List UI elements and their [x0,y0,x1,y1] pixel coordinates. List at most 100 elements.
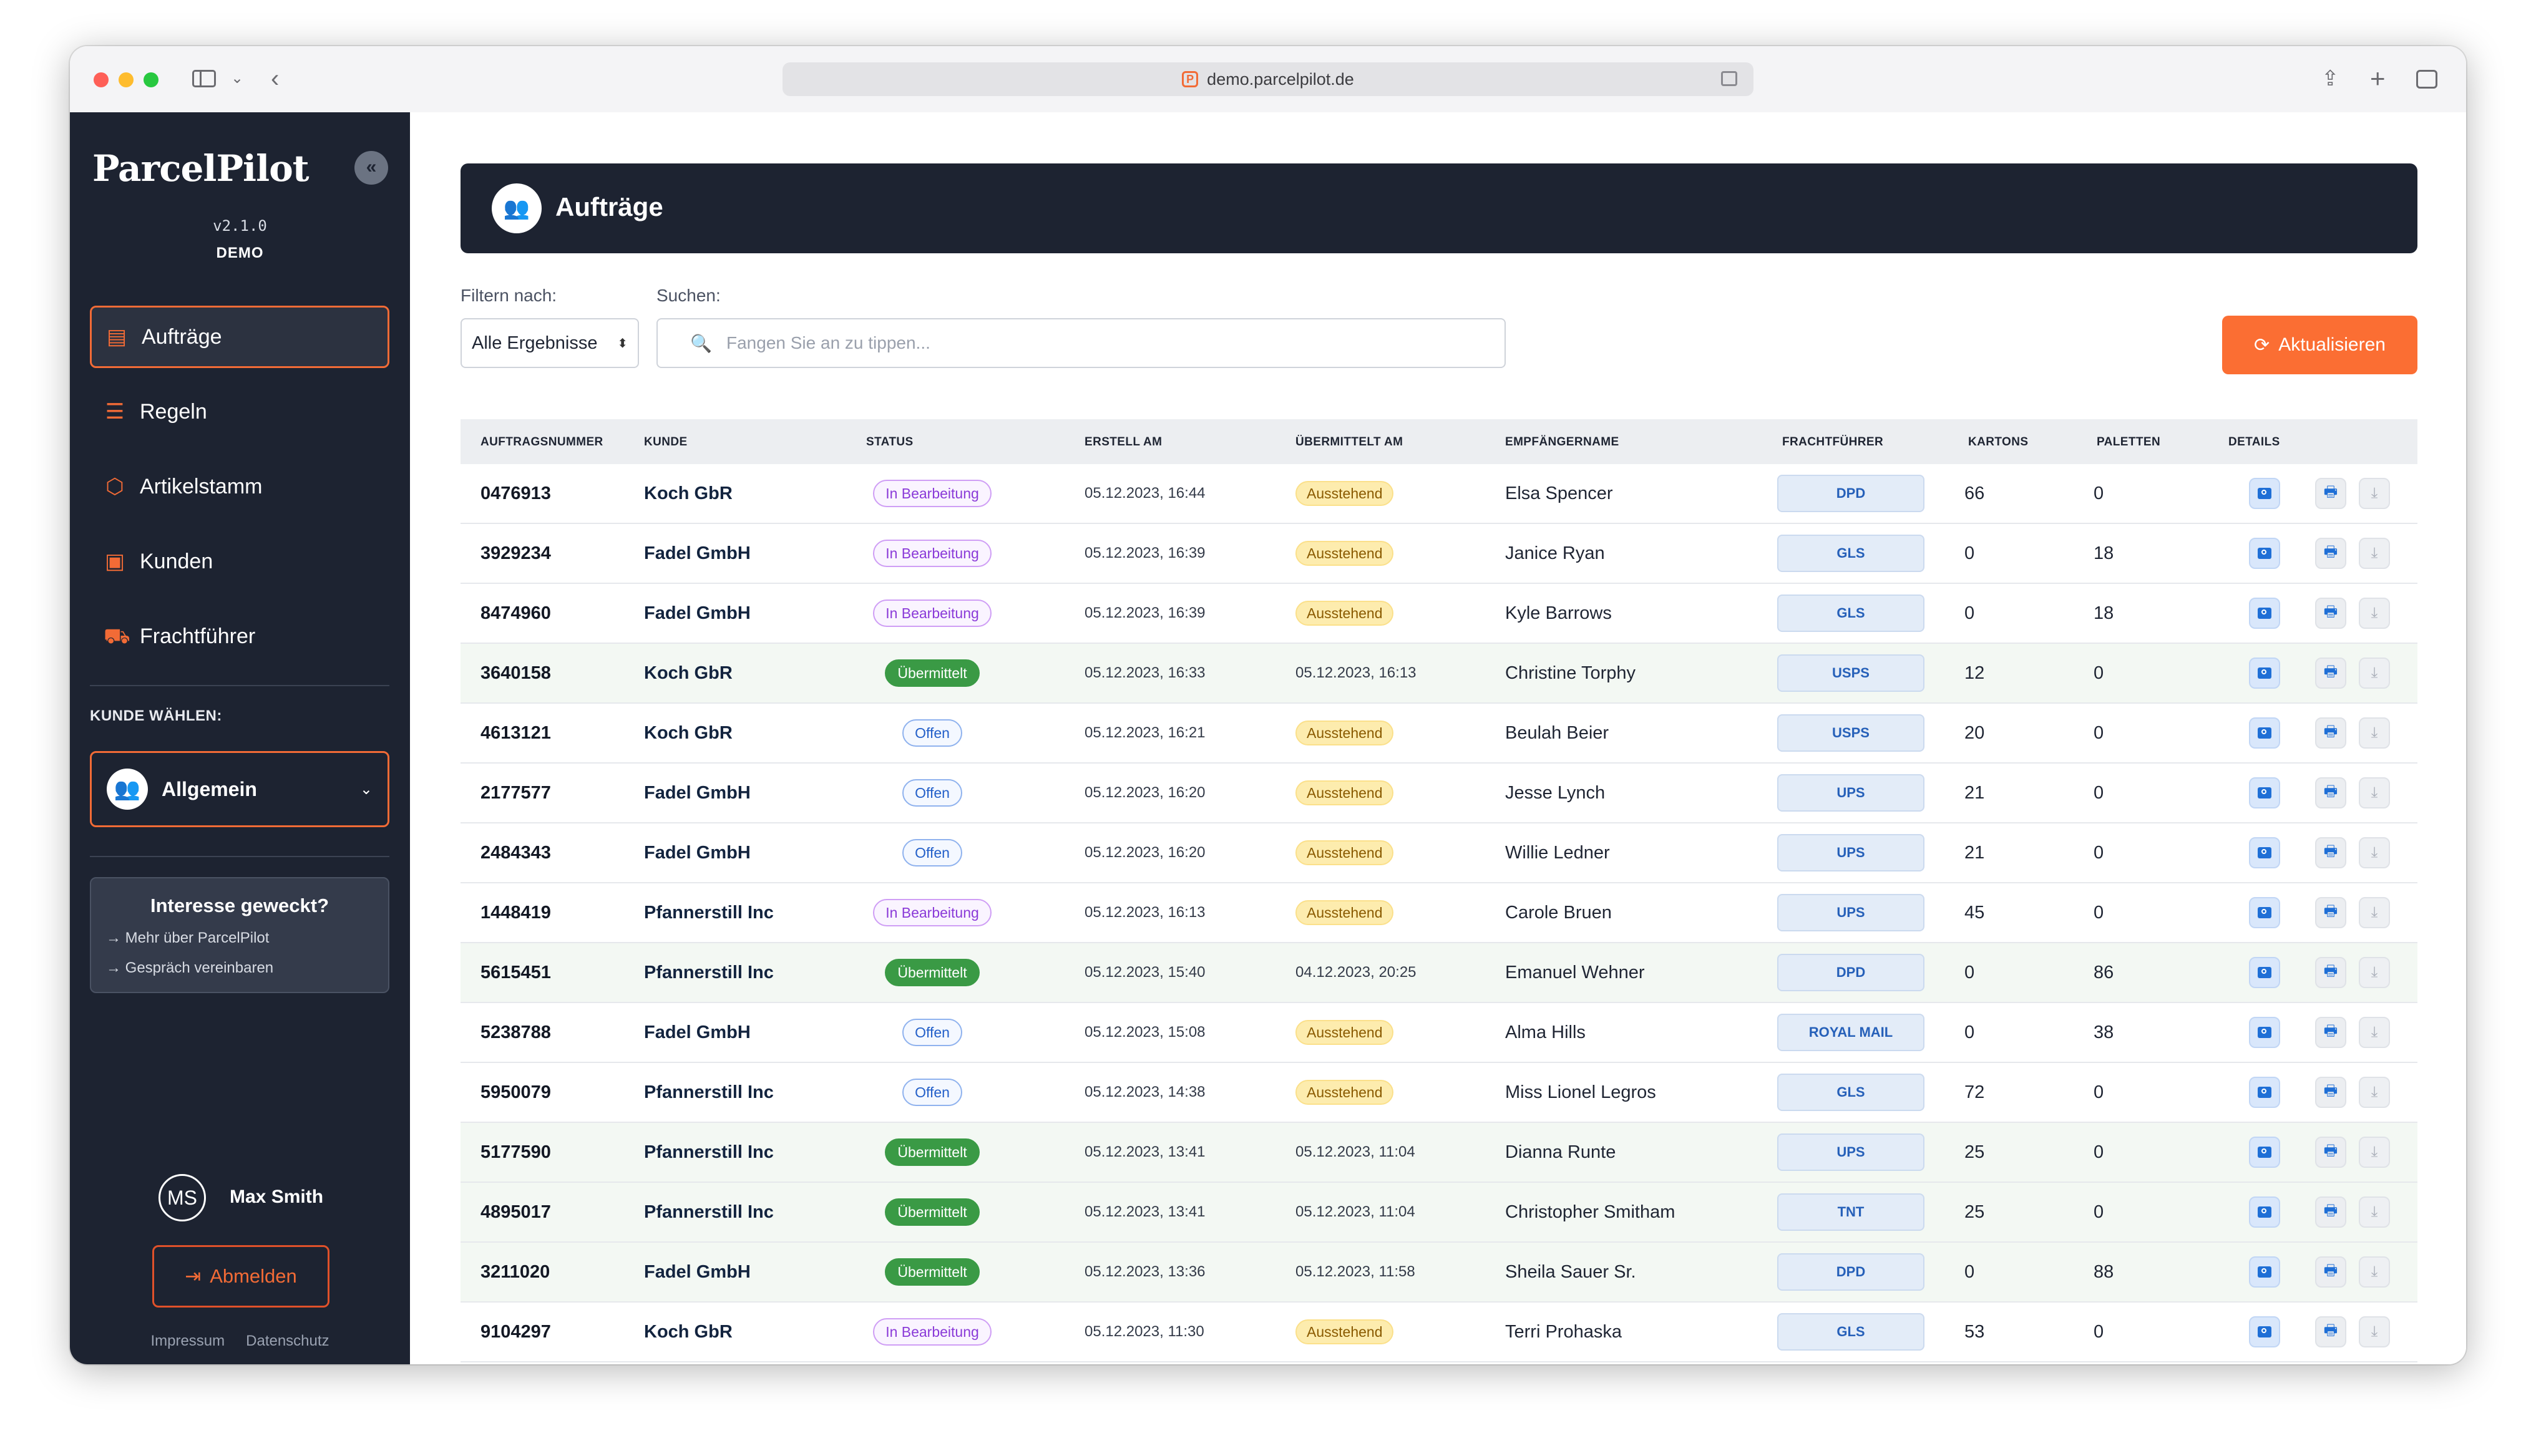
print-button[interactable]: 🖶 [2315,658,2346,689]
print-button[interactable]: 🖶 [2315,777,2346,808]
column-header[interactable]: KUNDE [644,435,688,449]
print-button[interactable]: 🖶 [2315,538,2346,569]
print-button[interactable]: 🖶 [2315,598,2346,629]
download-button[interactable]: ⤓ [2359,1256,2390,1288]
column-header[interactable]: PALETTEN [2097,435,2161,449]
download-button[interactable]: ⤓ [2359,1077,2390,1108]
sidebar-item-kunden[interactable]: ▣ Kunden [90,530,389,593]
customer-name: Pfannerstill Inc [644,1082,774,1102]
view-details-button[interactable] [2249,717,2280,749]
table-row[interactable]: 2484343 Fadel GmbH Offen 05.12.2023, 16:20 A… [461,823,2417,883]
view-details-button[interactable] [2249,957,2280,988]
print-button[interactable]: 🖶 [2315,478,2346,509]
view-details-button[interactable] [2249,1077,2280,1108]
download-button[interactable]: ⤓ [2359,478,2390,509]
address-bar[interactable]: P demo.parcelpilot.de [783,62,1753,96]
view-details-button[interactable] [2249,1017,2280,1048]
table-row[interactable]: 3929234 Fadel GmbH In Bearbeitung 05.12.202… [461,524,2417,584]
table-row[interactable]: 4895017 Pfannerstill Inc Übermittelt 05.12.… [461,1183,2417,1243]
table-row[interactable]: 3640158 Koch GbR Übermittelt 05.12.2023, 16… [461,644,2417,704]
table-row[interactable]: 0476913 Koch GbR In Bearbeitung 05.12.2023,… [461,464,2417,524]
print-button[interactable]: 🖶 [2315,957,2346,988]
view-details-button[interactable] [2249,777,2280,808]
table-row[interactable]: 1448419 Pfannerstill Inc In Bearbeitung 05.… [461,883,2417,943]
table-row[interactable]: 8474960 Fadel GmbH In Bearbeitung 05.12.202… [461,584,2417,644]
chevron-down-icon[interactable]: ⌄ [231,70,244,87]
customer-select[interactable]: 👥 Allgemein ⌄ [90,751,389,827]
table-row[interactable]: 9104297 Koch GbR In Bearbeitung 05.12.2023,… [461,1303,2417,1362]
print-button[interactable]: 🖶 [2315,1137,2346,1168]
table-row[interactable]: 3211020 Fadel GmbH Übermittelt 05.12.2023, … [461,1243,2417,1303]
collapse-sidebar-button[interactable]: « [354,151,388,185]
column-header[interactable]: AUFTRAGSNUMMER [480,435,603,449]
download-button[interactable]: ⤓ [2359,837,2390,868]
print-button[interactable]: 🖶 [2315,1256,2346,1288]
print-button[interactable]: 🖶 [2315,837,2346,868]
sidebar-item-auftraege[interactable]: ▤ Aufträge [90,306,389,368]
view-details-button[interactable] [2249,1196,2280,1228]
download-button[interactable]: ⤓ [2359,897,2390,928]
download-button[interactable]: ⤓ [2359,1017,2390,1048]
close-window-button[interactable] [94,72,109,87]
view-details-button[interactable] [2249,538,2280,569]
imprint-link[interactable]: Impressum [150,1332,225,1349]
search-input[interactable]: 🔍 Fangen Sie an zu tippen... [656,318,1506,368]
filter-select[interactable]: Alle Ergebnisse ⬍ [461,318,639,368]
privacy-link[interactable]: Datenschutz [246,1332,329,1349]
browser-sidebar-icon[interactable] [192,70,216,87]
sidebar-item-regeln[interactable]: ☰ Regeln [90,381,389,443]
view-details-button[interactable] [2249,478,2280,509]
column-header[interactable]: FRACHTFÜHRER [1782,435,1884,449]
table-row[interactable]: 5615451 Pfannerstill Inc Übermittelt 05.12.… [461,943,2417,1003]
view-details-button[interactable] [2249,1256,2280,1288]
zoom-window-button[interactable] [144,72,158,87]
view-details-button[interactable] [2249,1137,2280,1168]
view-details-button[interactable] [2249,658,2280,689]
print-button[interactable]: 🖶 [2315,1077,2346,1108]
print-button[interactable]: 🖶 [2315,717,2346,749]
print-button[interactable]: 🖶 [2315,1316,2346,1347]
download-button[interactable]: ⤓ [2359,1196,2390,1228]
download-button[interactable]: ⤓ [2359,777,2390,808]
view-details-button[interactable] [2249,897,2280,928]
download-button[interactable]: ⤓ [2359,658,2390,689]
download-button[interactable]: ⤓ [2359,1316,2390,1347]
view-details-button[interactable] [2249,598,2280,629]
created-at: 05.12.2023, 16:33 [1085,664,1206,681]
table-row[interactable]: 4613121 Koch GbR Offen 05.12.2023, 16:21 Aus… [461,704,2417,764]
promo-link-more[interactable]: → Mehr über ParcelPilot [106,929,270,946]
table-row[interactable]: 5177590 Pfannerstill Inc Übermittelt 05.12.… [461,1123,2417,1183]
refresh-button[interactable]: ⟳ Aktualisieren [2222,316,2417,374]
table-header: AUFTRAGSNUMMER KUNDE STATUS ERSTELL AM Ü… [461,419,2417,464]
created-at: 05.12.2023, 16:20 [1085,784,1206,801]
column-header[interactable]: ERSTELL AM [1085,435,1163,449]
sidebar-item-artikelstamm[interactable]: ⬡ Artikelstamm [90,455,389,518]
minimize-window-button[interactable] [119,72,134,87]
reader-mode-icon[interactable] [1721,71,1737,86]
logout-button[interactable]: ⇥ Abmelden [152,1245,329,1308]
column-header[interactable]: KARTONS [1968,435,2029,449]
view-details-button[interactable] [2249,837,2280,868]
back-icon[interactable]: ‹ [271,65,280,92]
download-button[interactable]: ⤓ [2359,1137,2390,1168]
truck-icon: ⛟ [104,624,130,648]
table-row[interactable]: 5238788 Fadel GmbH Offen 05.12.2023, 15:08 A… [461,1003,2417,1063]
print-button[interactable]: 🖶 [2315,1017,2346,1048]
download-button[interactable]: ⤓ [2359,538,2390,569]
tab-overview-icon[interactable] [2416,70,2437,89]
table-row[interactable]: 2177577 Fadel GmbH Offen 05.12.2023, 16:20 A… [461,764,2417,823]
download-button[interactable]: ⤓ [2359,957,2390,988]
table-row[interactable]: 5950079 Pfannerstill Inc Offen 05.12.2023, … [461,1063,2417,1123]
share-icon[interactable]: ⇪ [2321,67,2339,90]
print-button[interactable]: 🖶 [2315,1196,2346,1228]
view-details-button[interactable] [2249,1316,2280,1347]
new-tab-icon[interactable]: + [2370,64,2386,93]
column-header[interactable]: STATUS [866,435,914,449]
column-header[interactable]: ÜBERMITTELT AM [1295,435,1403,449]
column-header[interactable]: EMPFÄNGERNAME [1505,435,1619,449]
print-button[interactable]: 🖶 [2315,897,2346,928]
sidebar-item-frachtfuehrer[interactable]: ⛟ Frachtführer [90,605,389,667]
download-button[interactable]: ⤓ [2359,598,2390,629]
download-button[interactable]: ⤓ [2359,717,2390,749]
promo-link-meeting[interactable]: → Gespräch vereinbaren [106,959,274,976]
